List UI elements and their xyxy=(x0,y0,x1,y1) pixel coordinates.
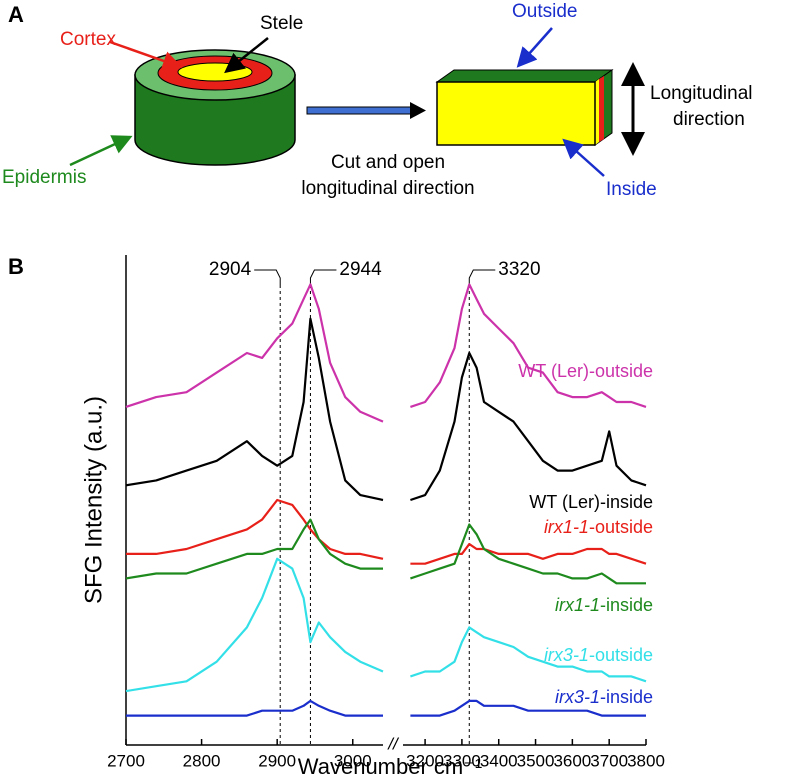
direction-label: direction xyxy=(673,109,745,130)
box-cortex-layer xyxy=(599,76,604,142)
panel-label: A xyxy=(8,2,24,27)
legend-label: irx1-1-inside xyxy=(555,595,653,615)
series-line xyxy=(126,498,647,565)
x-tick-label: 3800 xyxy=(627,751,665,770)
x-tick-label: 2900 xyxy=(258,751,296,770)
x-tick-label: 2700 xyxy=(107,751,145,770)
x-tick-label: 2800 xyxy=(183,751,221,770)
panel-b: B Wavenumber cm⁻¹ SFG Intensity (a.u.) 2… xyxy=(8,254,665,779)
panel-label: B xyxy=(8,254,24,279)
legend-label: irx3-1-outside xyxy=(544,645,653,665)
x-tick-label: 3600 xyxy=(553,751,591,770)
panel-a: A Cortex Stele Epidermis Cut and open lo… xyxy=(2,1,752,200)
cylinder-body xyxy=(134,74,296,166)
series-line xyxy=(125,518,646,585)
direction-label: Longitudinal xyxy=(650,83,752,104)
cut-label: Cut and open xyxy=(331,152,445,173)
epidermis-label: Epidermis xyxy=(2,167,86,188)
outside-label: Outside xyxy=(512,1,577,22)
inside-label: Inside xyxy=(606,179,657,200)
inside-arrow xyxy=(562,138,605,177)
cut-label: longitudinal direction xyxy=(301,178,474,199)
cortex-arrow xyxy=(109,40,183,71)
peak-leader xyxy=(309,269,337,285)
series-line xyxy=(126,699,646,717)
x-tick-label: 3300 xyxy=(443,751,481,770)
peak-leader xyxy=(468,269,496,285)
x-tick-label: 3000 xyxy=(334,751,372,770)
cut-arrow-shaft xyxy=(306,106,413,115)
series-line xyxy=(125,283,647,423)
box-front xyxy=(436,81,596,146)
x-tick-label: 3500 xyxy=(517,751,555,770)
stele-label: Stele xyxy=(260,13,303,34)
series-line xyxy=(125,317,647,502)
cut-arrow-head xyxy=(410,102,426,119)
legend-label: irx1-1-outside xyxy=(544,517,653,537)
legend-label: WT (Ler)-outside xyxy=(518,361,653,381)
legend-label: irx3-1-inside xyxy=(555,687,653,707)
x-tick-label: 3700 xyxy=(590,751,628,770)
stele xyxy=(177,62,253,82)
cortex-label: Cortex xyxy=(60,29,116,50)
peak-label: 2944 xyxy=(339,259,382,280)
axis-break: // xyxy=(387,734,400,753)
stele-arrow xyxy=(224,37,269,74)
x-tick-label: 3200 xyxy=(406,751,444,770)
x-axis-title: Wavenumber cm⁻¹ xyxy=(298,754,482,779)
peak-label: 3320 xyxy=(498,259,540,280)
outside-arrow xyxy=(516,27,553,68)
series-line xyxy=(125,557,647,693)
box-top xyxy=(435,69,614,83)
epidermis-arrow xyxy=(69,135,133,167)
y-axis-title: SFG Intensity (a.u.) xyxy=(80,396,107,604)
box-stele-layer xyxy=(595,79,599,145)
peak-label: 2904 xyxy=(209,259,252,280)
legend-label: WT (Ler)-inside xyxy=(529,492,653,512)
x-tick-label: 3400 xyxy=(480,751,518,770)
peak-leader xyxy=(254,269,281,285)
